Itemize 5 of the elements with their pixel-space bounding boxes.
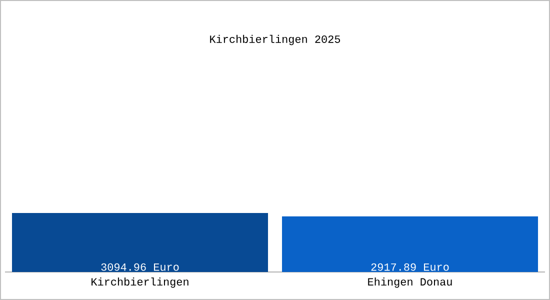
x-tick-label: Kirchbierlingen (92, 278, 188, 288)
x-tick-label: Ehingen Donau (368, 278, 452, 288)
data-label: 3094.96 Euro (101, 263, 179, 271)
chart-title: Kirchbierlingen 2025 (210, 34, 340, 46)
data-label: 2917.89 Euro (371, 263, 449, 271)
